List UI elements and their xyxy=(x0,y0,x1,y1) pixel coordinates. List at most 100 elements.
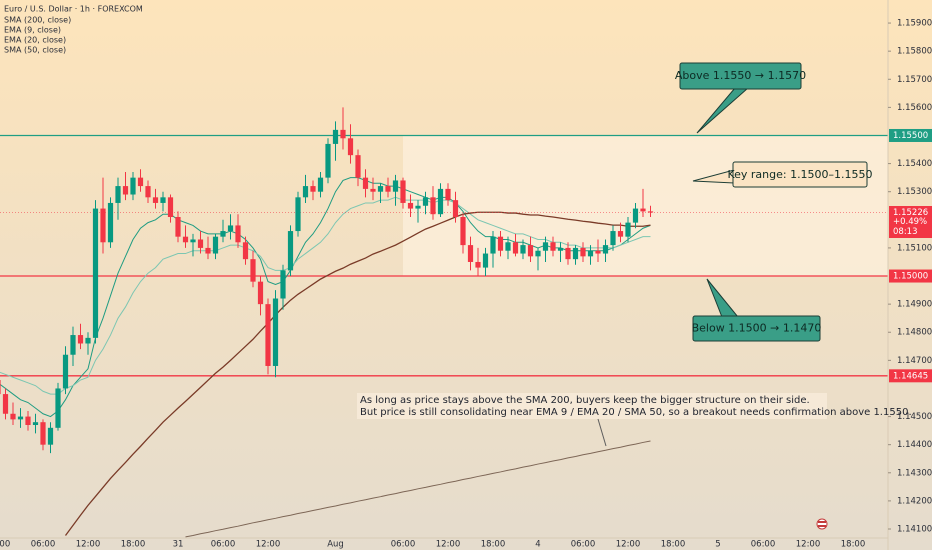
candle-body xyxy=(535,250,541,257)
candle-body xyxy=(415,205,421,209)
callout-range: Key range: 1.1500–1.1550 xyxy=(692,161,873,188)
candle-body xyxy=(460,216,466,246)
x-tick-label: 06:00 xyxy=(31,540,56,550)
y-tick-label: 1.14200 xyxy=(897,496,932,506)
callout-below: Below 1.1500 → 1.1470 xyxy=(692,278,821,342)
candle-body xyxy=(632,208,639,223)
legend-entry: SMA (200, close) xyxy=(4,16,71,25)
note-background xyxy=(357,393,827,419)
y-tick-label: 1.14500 xyxy=(897,412,932,422)
candle-body xyxy=(175,216,181,237)
candle-body xyxy=(115,186,121,203)
candle-body xyxy=(550,242,556,251)
x-tick-label: 06:00 xyxy=(211,540,236,550)
legend-entry: EMA (9, close) xyxy=(4,26,61,35)
candle-body xyxy=(205,247,211,254)
y-tick-label: 1.14900 xyxy=(897,300,932,310)
candle-body xyxy=(212,236,219,254)
flag-icon xyxy=(816,518,828,530)
note-line: As long as price stays above the SMA 200… xyxy=(360,395,810,406)
candle-body xyxy=(287,231,294,271)
x-tick-label: 18:00 xyxy=(661,540,686,550)
zone-layer xyxy=(403,135,888,277)
y-tick-label: 1.14800 xyxy=(897,328,932,338)
candle-body xyxy=(527,245,534,257)
candle-body xyxy=(385,186,391,192)
y-tick-label: 1.15800 xyxy=(897,47,932,57)
candle-body xyxy=(520,245,526,254)
level-box xyxy=(889,369,932,383)
indicator-line xyxy=(185,440,651,538)
candle-body xyxy=(145,186,151,198)
indicator-line xyxy=(64,211,651,536)
level-label: 1.15000 xyxy=(893,272,928,282)
candle-body xyxy=(85,337,91,344)
candle-body xyxy=(32,422,39,426)
x-tick-label: 18:00 xyxy=(481,540,506,550)
x-tick-label: 12:00 xyxy=(796,540,821,550)
candle-body xyxy=(137,177,144,187)
candle-body xyxy=(497,236,504,251)
candle-body xyxy=(70,335,76,355)
candle-body xyxy=(317,177,324,192)
y-tick-label: 1.15900 xyxy=(897,19,932,29)
candle-body xyxy=(2,394,9,414)
candle-body xyxy=(272,298,279,366)
candle-body xyxy=(430,197,436,215)
candle-body xyxy=(47,427,54,445)
candle-body xyxy=(250,259,256,282)
x-tick-label: 12:00 xyxy=(256,540,281,550)
candle-body xyxy=(167,197,174,217)
candle-body xyxy=(580,247,586,257)
candle-body xyxy=(347,138,354,156)
x-tick-label: 18:00 xyxy=(121,540,146,550)
candle-body xyxy=(302,186,309,198)
y-tick-label: 1.15400 xyxy=(897,159,932,169)
candle-body xyxy=(362,177,369,189)
x-tick-label: 4 xyxy=(535,540,540,550)
candle-body xyxy=(392,180,399,192)
candle-body xyxy=(610,231,616,246)
candle-body xyxy=(475,261,481,268)
callout-above: Above 1.1550 → 1.1570 xyxy=(675,62,806,134)
last-price-countdown: 08:13 xyxy=(893,227,918,237)
y-tick-label: 1.15100 xyxy=(897,243,932,253)
candle-body xyxy=(595,250,601,254)
x-tick-label: 12:00 xyxy=(616,540,641,550)
last-price-label: 1.15226 xyxy=(893,208,928,218)
candle-body xyxy=(647,211,654,213)
level-label: 1.15500 xyxy=(893,131,928,141)
candle-body xyxy=(257,281,264,305)
candle-body xyxy=(182,236,189,243)
x-tick-label: 06:00 xyxy=(571,540,596,550)
level-label: 1.14645 xyxy=(893,371,928,381)
candle-body xyxy=(235,225,241,243)
chart-title: Euro / U.S. Dollar · 1h · FOREXCOM xyxy=(4,5,143,14)
candle-body xyxy=(400,180,406,203)
flag-circle xyxy=(816,518,828,530)
candle-body xyxy=(467,245,474,262)
candle-body xyxy=(122,186,129,195)
candle-body xyxy=(190,239,196,243)
candle-body xyxy=(332,129,339,144)
x-tick-label: 5 xyxy=(715,540,720,550)
candle-layer xyxy=(0,107,654,454)
candle-body xyxy=(17,416,24,420)
candle-body xyxy=(572,247,579,260)
flag-stripe xyxy=(818,521,826,523)
candle-body xyxy=(505,242,511,251)
candle-body xyxy=(92,208,99,338)
candle-body xyxy=(482,253,489,268)
candle-body xyxy=(445,188,451,201)
legend-entry: SMA (50, close) xyxy=(4,46,66,55)
note-line: But price is still consolidating near EM… xyxy=(360,407,912,418)
candle-body xyxy=(625,222,631,237)
candle-body xyxy=(340,129,346,139)
x-tick-label: 31 xyxy=(173,540,184,550)
candle-body xyxy=(295,197,301,232)
callout-box xyxy=(692,315,821,342)
callout-box xyxy=(732,161,868,188)
candle-body xyxy=(265,304,271,366)
candle-body xyxy=(370,188,376,192)
